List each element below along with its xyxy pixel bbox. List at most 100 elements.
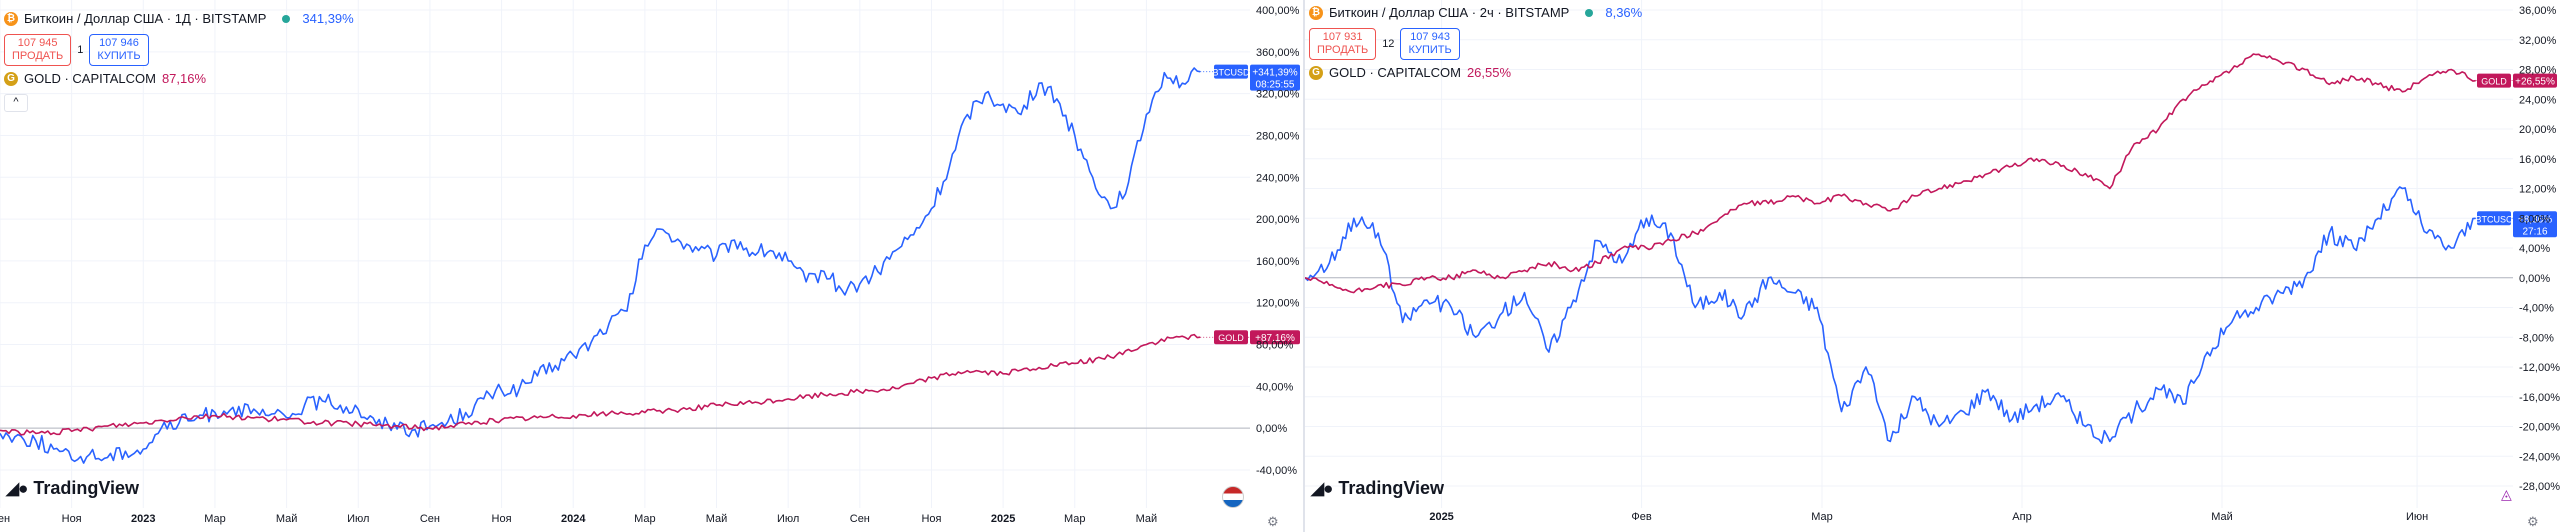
series-tag: BTCUSC: [2475, 214, 2513, 224]
bitcoin-icon: ₿: [4, 12, 18, 26]
gold-title[interactable]: GOLD · CAPITALCOM: [1329, 65, 1461, 80]
y-tick-label: 24,00%: [2519, 94, 2557, 106]
y-tick-label: 240,00%: [1256, 172, 1300, 184]
x-tick-label: Сен: [420, 513, 440, 525]
sell-button[interactable]: 107 931 ПРОДАТЬ: [1309, 28, 1377, 60]
x-tick-label: Июл: [777, 513, 799, 525]
x-tick-label: Май: [2211, 511, 2233, 523]
buy-label: КУПИТЬ: [1408, 44, 1452, 56]
chart-right[interactable]: BTCUSC +8,36%27:16 GOLD +26,55% 36,00% 32,00%…: [1305, 0, 2560, 532]
y-tick-label: -8,00%: [2519, 332, 2554, 344]
x-tick-label: Ноя: [492, 513, 512, 525]
x-tick-label: Июл: [347, 513, 369, 525]
logo-text: TradingView: [33, 478, 140, 498]
x-tick-label: Май: [1136, 513, 1158, 525]
axis-value-label: +87,16%: [1255, 333, 1295, 344]
countdown-label: 27:16: [2522, 226, 2547, 237]
x-tick-label: 2024: [561, 513, 586, 525]
y-tick-label: -12,00%: [2519, 362, 2560, 374]
series-tag: GOLD: [2481, 77, 2507, 87]
x-tick-label: Ноя: [62, 513, 82, 525]
y-tick-label: 16,00%: [2519, 154, 2557, 166]
trade-buttons: 107 931 ПРОДАТЬ 12 107 943 КУПИТЬ: [1309, 28, 1642, 60]
x-tick-label: Май: [706, 513, 728, 525]
legend-right: ₿ Биткоин / Доллар США · 2ч · BITSTAMP 8…: [1309, 4, 1642, 82]
axis-value-label-bg: [2513, 211, 2557, 238]
axis-value-label: +8,36%: [2518, 214, 2552, 225]
logo-text: TradingView: [1338, 478, 1445, 498]
tradingview-logo-icon: ◢●: [1311, 478, 1333, 498]
x-tick-label: Ноя: [921, 513, 941, 525]
gold-legend-row[interactable]: G GOLD · CAPITALCOM 26,55%: [1309, 64, 1642, 82]
market-open-icon: [1585, 9, 1594, 17]
series-line-gold: [0, 333, 1201, 436]
y-tick-label: 200,00%: [1256, 214, 1300, 226]
y-tick-label: 40,00%: [1256, 381, 1294, 393]
y-tick-label: 160,00%: [1256, 256, 1300, 268]
btc-legend-row[interactable]: ₿ Биткоин / Доллар США · 1Д · BITSTAMP 3…: [4, 10, 354, 28]
buy-price: 107 946: [99, 37, 139, 49]
axis-value-label-bg: [1250, 64, 1300, 91]
sell-label: ПРОДАТЬ: [12, 50, 64, 62]
x-tick-label: 2025: [991, 513, 1015, 525]
gold-icon: G: [1309, 66, 1323, 80]
buy-button[interactable]: 107 946 КУПИТЬ: [89, 34, 149, 66]
bitcoin-icon: ₿: [1309, 6, 1323, 20]
y-tick-label: 4,00%: [2519, 243, 2550, 255]
chart-left[interactable]: BTCUSD +341,39%08:25:55 GOLD +87,16% 400,00%…: [0, 0, 1303, 532]
pane-divider[interactable]: [1303, 0, 1305, 532]
x-tick-label: Июн: [2406, 511, 2428, 523]
settings-gear-icon[interactable]: ⚙: [1267, 514, 1279, 529]
x-tick-label: 2025: [1429, 511, 1453, 523]
y-tick-label: 36,00%: [2519, 5, 2557, 17]
countdown-label: 08:25:55: [1256, 80, 1295, 91]
series-line-btcusd: [0, 67, 1201, 464]
axis-value-label: +341,39%: [1252, 68, 1297, 79]
series-line-btcusc: [1305, 186, 2476, 444]
symbol-title[interactable]: Биткоин / Доллар США · 1Д · BITSTAMP: [24, 11, 267, 26]
series-tag: GOLD: [1218, 333, 1244, 343]
x-tick-label: Сен: [0, 513, 10, 525]
btc-change: 8,36%: [1605, 5, 1643, 20]
axis-value-label-bg: [1250, 330, 1300, 345]
y-tick-label: 32,00%: [2519, 35, 2557, 47]
x-tick-label: Фев: [1631, 511, 1651, 523]
y-tick-label: 12,00%: [2519, 184, 2557, 196]
gold-title[interactable]: GOLD · CAPITALCOM: [24, 71, 156, 86]
buy-price: 107 943: [1410, 31, 1450, 43]
trade-buttons: 107 945 ПРОДАТЬ 1 107 946 КУПИТЬ: [4, 34, 354, 66]
chart-pane-right[interactable]: BTCUSC +8,36% 27:16 GOLD +26,55% 36,00% 32,00%…: [1305, 0, 2560, 532]
y-tick-label: -4,00%: [2519, 303, 2554, 315]
settings-gear-icon[interactable]: ⚙: [2527, 514, 2539, 529]
buy-button[interactable]: 107 943 КУПИТЬ: [1400, 28, 1460, 60]
y-tick-label: 0,00%: [2519, 273, 2550, 285]
y-tick-label: 28,00%: [2519, 65, 2557, 77]
series-tag-bg: [2477, 211, 2511, 226]
gold-legend-row[interactable]: G GOLD · CAPITALCOM 87,16%: [4, 70, 354, 88]
market-open-icon: [282, 15, 291, 23]
collapse-legend-button[interactable]: ^: [4, 94, 28, 112]
y-tick-label: 0,00%: [1256, 423, 1287, 435]
btc-change: 341,39%: [302, 11, 354, 26]
replay-icon[interactable]: ◬: [2501, 486, 2512, 502]
chart-pane-left[interactable]: BTCUSD +341,39% 08:25:55 GOLD +87,16% 400,00%…: [0, 0, 1303, 532]
y-tick-label: 320,00%: [1256, 89, 1300, 101]
sell-price: 107 945: [17, 37, 58, 49]
series-tag: BTCUSD: [1212, 68, 1250, 78]
symbol-title[interactable]: Биткоин / Доллар США · 2ч · BITSTAMP: [1329, 5, 1570, 20]
btc-legend-row[interactable]: ₿ Биткоин / Доллар США · 2ч · BITSTAMP 8…: [1309, 4, 1642, 22]
tradingview-logo-icon: ◢●: [6, 478, 28, 498]
tradingview-logo[interactable]: ◢● TradingView: [1311, 478, 1444, 499]
tradingview-logo[interactable]: ◢● TradingView: [6, 478, 139, 499]
y-tick-label: -16,00%: [2519, 392, 2560, 404]
gold-change: 87,16%: [161, 71, 207, 86]
us-flag-icon[interactable]: [1222, 486, 1244, 508]
sell-price: 107 931: [1322, 31, 1363, 43]
series-line-gold: [1305, 53, 2476, 294]
buy-label: КУПИТЬ: [97, 50, 141, 62]
axis-value-label-bg: [2513, 73, 2557, 88]
y-tick-label: -20,00%: [2519, 422, 2560, 434]
sell-button[interactable]: 107 945 ПРОДАТЬ: [4, 34, 72, 66]
series-tag-bg: [2477, 73, 2511, 88]
y-tick-label: 120,00%: [1256, 298, 1300, 310]
